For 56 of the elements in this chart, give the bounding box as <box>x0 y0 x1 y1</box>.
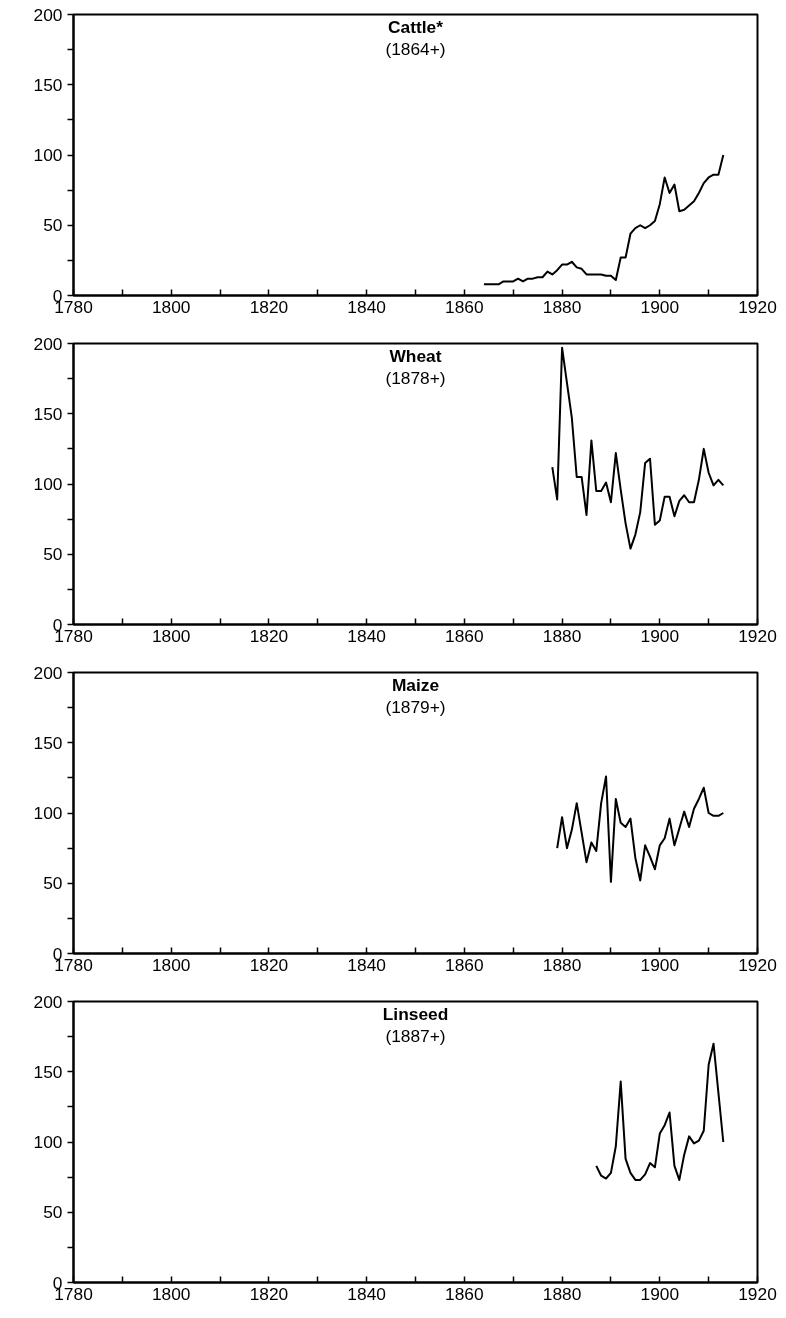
line-series <box>595 1042 725 1181</box>
x-tick-label: 1800 <box>151 1283 191 1304</box>
x-tick-label: 1860 <box>445 296 484 317</box>
text: (1887+) <box>385 1025 446 1046</box>
x-tick-label: 1900 <box>640 625 680 646</box>
x-tick-label: 1880 <box>542 1283 582 1304</box>
chart-title: Linseed <box>382 1003 449 1024</box>
y-tick-label: 200 <box>33 662 63 683</box>
y-tick-label: 150 <box>33 403 63 424</box>
y-tick-label: 100 <box>33 1132 63 1152</box>
y-tick-label: 50 <box>43 1202 63 1223</box>
x-tick-label: 1820 <box>249 296 289 317</box>
x-tick-label: 1880 <box>542 296 582 317</box>
y-tick-label: 100 <box>33 474 63 494</box>
x-tick-label: 1900 <box>640 954 680 975</box>
x-tick-label: 1900 <box>640 296 680 317</box>
x-tick-label: 1920 <box>738 1283 777 1304</box>
x-tick-label: 1860 <box>445 625 484 646</box>
y-tick-label: 200 <box>33 333 63 354</box>
x-tick-label: 1920 <box>738 954 777 975</box>
y-tick-label: 50 <box>43 544 63 565</box>
x-tick-label: 1900 <box>640 1283 680 1304</box>
y-tick-label: 50 <box>43 215 63 236</box>
x-tick-label: 1820 <box>249 1283 289 1304</box>
y-tick-label: 100 <box>33 803 63 823</box>
chart-title: Wheat <box>389 345 442 366</box>
x-tick-label: 1820 <box>249 954 289 975</box>
y-tick-label: 200 <box>33 4 63 25</box>
x-tick-label: 1840 <box>347 625 386 646</box>
line-series <box>551 346 725 550</box>
text: (1864+) <box>385 38 446 59</box>
x-tick-label: 1800 <box>151 296 191 317</box>
y-tick-label: 100 <box>33 145 63 165</box>
y-tick-label: 150 <box>33 732 63 753</box>
x-tick-label: 1800 <box>151 954 191 975</box>
chart-title: Maize <box>391 674 440 695</box>
text: (1878+) <box>385 367 446 388</box>
x-tick-label: 1920 <box>738 625 777 646</box>
y-tick-label: 150 <box>33 74 63 95</box>
x-tick-label: 1880 <box>542 625 582 646</box>
x-tick-label: 1840 <box>347 296 386 317</box>
line-series <box>556 775 725 883</box>
x-tick-label: 1840 <box>347 954 386 975</box>
x-tick-label: 1860 <box>445 954 484 975</box>
x-tick-label: 1820 <box>249 625 289 646</box>
x-tick-label: 1840 <box>347 1283 386 1304</box>
chart-title: Cattle* <box>388 16 444 37</box>
y-tick-label: 200 <box>33 991 63 1012</box>
x-tick-label: 1920 <box>738 296 777 317</box>
x-tick-label: 1860 <box>445 1283 484 1304</box>
y-tick-label: 150 <box>33 1061 63 1082</box>
line-series <box>482 154 725 286</box>
text: (1879+) <box>385 696 446 717</box>
x-tick-label: 1800 <box>151 625 191 646</box>
y-tick-label: 50 <box>43 873 63 894</box>
x-tick-label: 1880 <box>542 954 582 975</box>
